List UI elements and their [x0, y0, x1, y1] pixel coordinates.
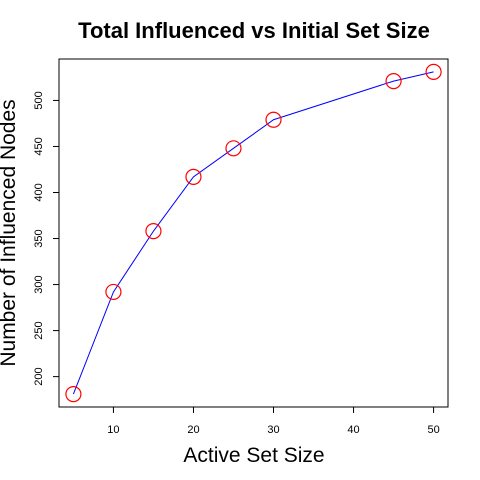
- series-line: [72, 71, 434, 395]
- y-tick-label: 350: [33, 229, 45, 247]
- y-tick-label: 250: [33, 321, 45, 339]
- data-point: [265, 111, 282, 128]
- y-tick-label: 200: [33, 367, 45, 385]
- plot-frame: [58, 58, 449, 408]
- x-axis-label: Active Set Size: [183, 444, 324, 467]
- x-tick-label: 20: [187, 424, 199, 436]
- y-axis: 200 250 300 350 400 450 500: [33, 91, 60, 386]
- y-tick-label: 400: [33, 183, 45, 201]
- x-axis: 10 20 30 40 50: [107, 406, 440, 436]
- data-point: [65, 386, 82, 403]
- y-tick-label: 500: [33, 91, 45, 109]
- x-tick-label: 30: [267, 424, 279, 436]
- y-axis-label: Number of Influenced Nodes: [0, 99, 20, 366]
- data-point: [425, 63, 442, 80]
- data-point: [385, 72, 402, 90]
- chart-title: Total Influenced vs Initial Set Size: [78, 18, 430, 43]
- x-tick-label: 40: [347, 424, 359, 436]
- y-tick-label: 300: [33, 275, 45, 293]
- series-layer: [65, 63, 442, 403]
- data-point: [225, 140, 242, 157]
- x-tick-label: 10: [107, 424, 119, 436]
- data-point: [145, 223, 162, 240]
- x-tick-label: 50: [427, 424, 439, 436]
- data-point: [185, 168, 202, 185]
- data-point: [105, 283, 122, 301]
- y-tick-label: 450: [33, 137, 45, 155]
